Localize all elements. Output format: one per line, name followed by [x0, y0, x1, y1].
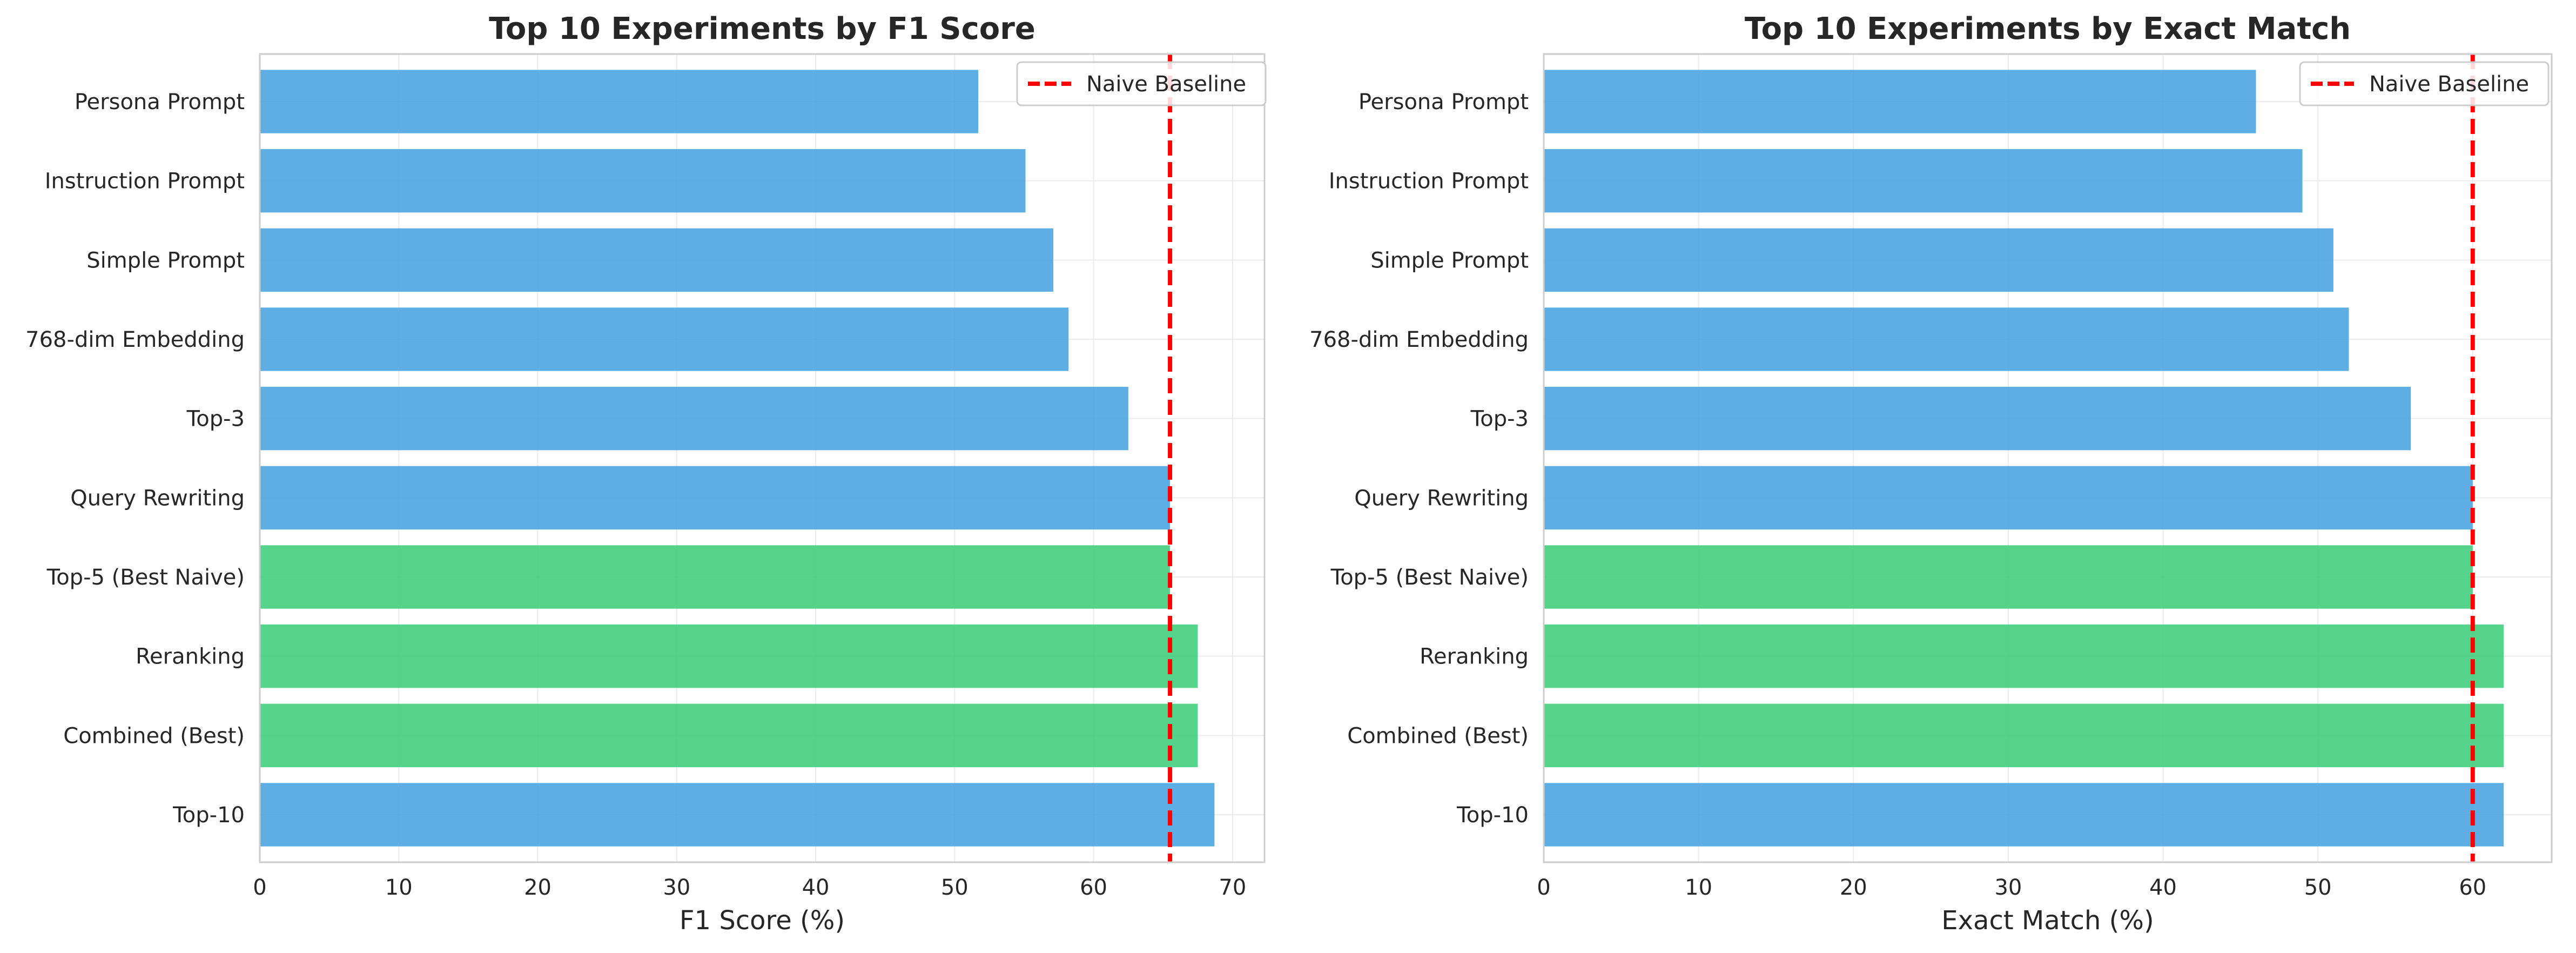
y-tick-label: Instruction Prompt: [45, 169, 245, 194]
y-tick-label: Simple Prompt: [1370, 248, 1529, 273]
y-tick-label: Instruction Prompt: [1329, 169, 1529, 194]
bar: [260, 466, 1171, 529]
y-tick-label: Combined (Best): [1347, 723, 1529, 748]
bars: [1544, 70, 2504, 847]
x-tick-label: 40: [2149, 875, 2177, 900]
bar: [1544, 228, 2333, 292]
bars: [260, 70, 1215, 847]
x-tick-label: 20: [524, 875, 551, 900]
y-tick-label: Top-3: [1470, 407, 1529, 432]
x-axis-label: F1 Score (%): [680, 905, 845, 936]
legend-box: [1016, 61, 1267, 106]
x-tick-label: 50: [941, 875, 968, 900]
x-tick-label: 0: [253, 875, 266, 900]
x-tick-label: 70: [1219, 875, 1246, 900]
bar: [260, 387, 1128, 451]
bar: [260, 625, 1198, 688]
y-tick-label: Reranking: [1420, 645, 1529, 669]
y-tick-label: Combined (Best): [63, 723, 245, 748]
exact-match-chart: Top 10 Experiments by Exact Match Top-10…: [1309, 11, 2553, 936]
bar: [260, 545, 1171, 609]
bar: [1544, 307, 2349, 371]
bar: [1544, 70, 2256, 133]
y-tick-label: 768-dim Embedding: [25, 327, 245, 352]
x-tick-labels: 0 10 20 30 40 50 60 70: [253, 875, 1246, 900]
y-tick-labels: Top-10 Combined (Best) Reranking Top-5 (Bes…: [25, 90, 245, 828]
x-tick-label: 0: [1537, 875, 1550, 900]
y-tick-label: Reranking: [136, 645, 245, 669]
bar: [260, 70, 979, 133]
y-tick-label: Query Rewriting: [70, 486, 245, 511]
y-tick-label: Query Rewriting: [1354, 486, 1529, 511]
bar: [1544, 149, 2303, 213]
legend: Naive Baseline: [2299, 61, 2550, 106]
bar: [1544, 545, 2473, 609]
y-tick-label: Persona Prompt: [1358, 90, 1529, 115]
y-tick-label: Persona Prompt: [75, 90, 245, 115]
x-tick-label: 10: [385, 875, 413, 900]
y-tick-label: Top-10: [1456, 803, 1529, 828]
y-tick-labels: Top-10 Combined (Best) Reranking Top-5 (Bes…: [1309, 90, 1529, 828]
x-axis-label: Exact Match (%): [1941, 905, 2154, 936]
x-tick-label: 30: [1994, 875, 2022, 900]
x-tick-label: 60: [2459, 875, 2486, 900]
x-tick-label: 30: [663, 875, 690, 900]
bar: [260, 307, 1069, 371]
bar: [260, 783, 1215, 847]
plot-frame: [1543, 53, 2553, 863]
y-tick-label: Simple Prompt: [86, 248, 245, 273]
x-tick-label: 40: [802, 875, 830, 900]
bar: [260, 149, 1026, 213]
x-tick-label: 20: [1840, 875, 1867, 900]
y-tick-label: Top-5 (Best Naive): [1330, 565, 1529, 590]
legend-box: [2299, 61, 2550, 106]
chart-title: Top 10 Experiments by F1 Score: [489, 11, 1035, 46]
f1-chart: Top 10 Experiments by F1 Score Top-10 Com…: [25, 11, 1267, 936]
legend-label: Naive Baseline: [1086, 72, 1246, 97]
legend-label: Naive Baseline: [2369, 72, 2529, 97]
chart-title: Top 10 Experiments by Exact Match: [1745, 11, 2351, 46]
y-tick-label: Top-3: [186, 407, 245, 432]
bar: [1544, 625, 2504, 688]
bar: [260, 228, 1053, 292]
plot-frame: [259, 53, 1266, 863]
bar: [1544, 466, 2473, 529]
legend: Naive Baseline: [1016, 61, 1267, 106]
y-tick-label: Top-10: [172, 803, 245, 828]
y-tick-label: 768-dim Embedding: [1309, 327, 1529, 352]
x-tick-label: 50: [2304, 875, 2332, 900]
bar: [260, 703, 1198, 767]
bar: [1544, 387, 2411, 451]
x-tick-label: 60: [1080, 875, 1107, 900]
x-tick-labels: 0 10 20 30 40 50 60: [1537, 875, 2486, 900]
y-tick-label: Top-5 (Best Naive): [46, 565, 245, 590]
x-tick-label: 10: [1685, 875, 1712, 900]
bar: [1544, 703, 2504, 767]
bar: [1544, 783, 2504, 847]
